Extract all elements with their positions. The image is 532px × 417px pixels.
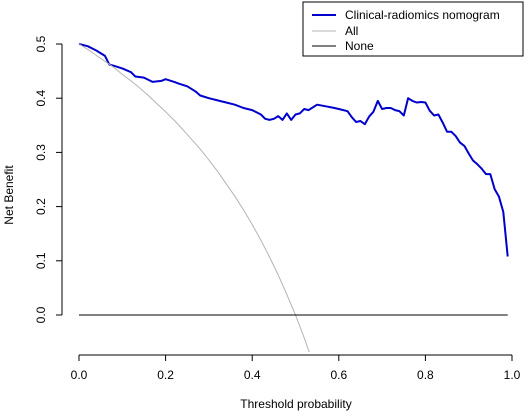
legend: Clinical-radiomics nomogram All None	[302, 1, 524, 57]
y-tick-label: 0.3	[34, 144, 48, 161]
x-tick-label: 0.6	[330, 368, 347, 382]
y-tick-label: 0.5	[34, 35, 48, 52]
x-tick-label: 0.4	[244, 368, 261, 382]
x-tick-label: 0.0	[71, 368, 88, 382]
axes: 0.0 0.2 0.4 0.6 0.8 1.0 0.0 0.1 0.2 0.3 0.4 0.5	[34, 35, 521, 382]
y-tick-label: 0.0	[34, 306, 48, 323]
series-line-clinical-radiomics-nomogram	[78, 43, 509, 257]
x-tick-label: 1.0	[504, 368, 521, 382]
legend-label-clinical-radiomics-nomogram: Clinical-radiomics nomogram	[345, 8, 500, 22]
y-tick-label: 0.1	[34, 252, 48, 269]
legend-label-none: None	[345, 39, 374, 53]
x-axis-title: Threshold probability	[240, 397, 351, 411]
y-tick-label: 0.4	[34, 90, 48, 107]
series-group	[78, 43, 509, 352]
x-tick-label: 0.2	[157, 368, 174, 382]
series-line-all	[78, 43, 310, 352]
y-tick-label: 0.2	[34, 198, 48, 215]
x-tick-label: 0.8	[417, 368, 434, 382]
legend-label-all: All	[345, 24, 358, 38]
y-axis-title: Net Benefit	[2, 165, 16, 225]
legend-box	[302, 1, 524, 57]
